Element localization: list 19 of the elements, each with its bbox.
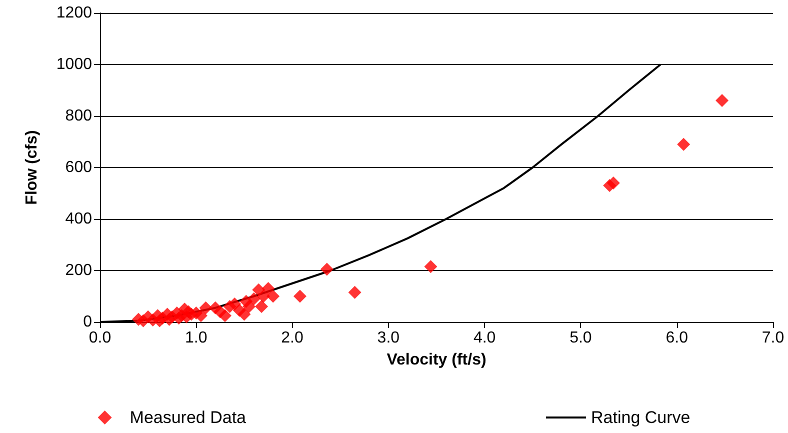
y-axis-title: Flow (cfs) xyxy=(24,130,40,205)
x-tick-label: 7.0 xyxy=(762,330,784,346)
x-tick-label: 0.0 xyxy=(88,330,112,346)
x-tick-label: 3.0 xyxy=(377,330,400,346)
x-tick-label: 1.0 xyxy=(185,330,208,346)
y-tick-label: 200 xyxy=(65,262,92,279)
y-tick-label: 1200 xyxy=(56,4,92,22)
x-tick-label: 5.0 xyxy=(570,330,592,346)
x-axis-title: Velocity (ft/s) xyxy=(386,352,486,368)
y-tick-label: 0 xyxy=(83,314,92,330)
y-tick-label: 800 xyxy=(65,108,92,124)
legend-label: Measured Data xyxy=(130,408,247,427)
y-tick-label: 600 xyxy=(65,159,92,176)
y-tick-label: 1000 xyxy=(56,56,92,73)
y-tick-label: 400 xyxy=(65,210,92,228)
legend-label: Rating Curve xyxy=(591,408,690,427)
x-tick-label: 2.0 xyxy=(281,330,304,346)
x-tick-label: 6.0 xyxy=(666,330,688,346)
x-tick-label: 4.0 xyxy=(473,330,496,346)
